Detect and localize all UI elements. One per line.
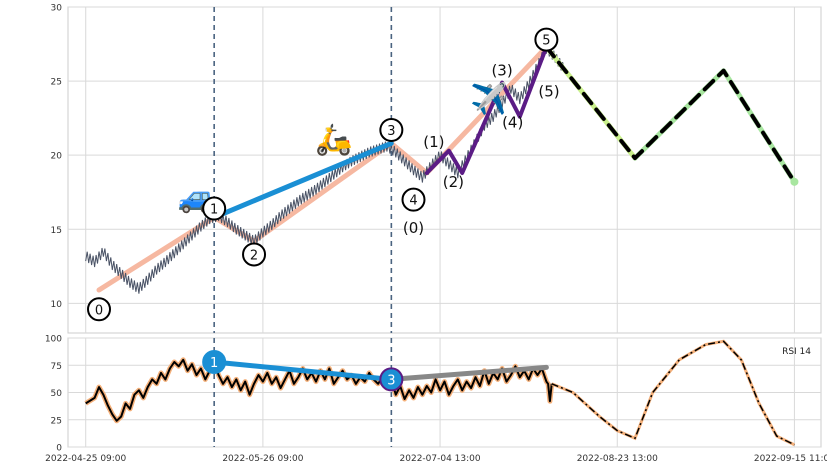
rsi-wave-line xyxy=(211,359,394,382)
y-tick-label: 75 xyxy=(51,362,62,372)
wave-label: (2) xyxy=(443,173,464,191)
wave-label-circle xyxy=(534,27,559,52)
wave-line xyxy=(424,45,549,175)
plot-area xyxy=(67,6,822,334)
rsi-panel: 0 25 50 75 100 1 3 RSI 14 2022-04-25 09:00 2022-0… xyxy=(45,335,827,465)
marker-icon: 🛵 xyxy=(315,122,352,157)
wave-label: 0 xyxy=(95,303,103,318)
x-tick-label: 2022-05-26 09:00 xyxy=(222,454,303,464)
y-tick-label: 25 xyxy=(51,416,62,426)
y-tick-label: 0 xyxy=(56,444,62,454)
wave-label-circle xyxy=(379,117,404,142)
wave-label: (3) xyxy=(491,62,512,80)
y-tick-label: 25 xyxy=(51,78,62,88)
rsi-projection-glow xyxy=(551,339,796,447)
y-tick-label: 10 xyxy=(51,300,63,310)
wave-label: 3 xyxy=(387,124,395,139)
wave-label: (1) xyxy=(423,133,444,151)
y-tick-label: 50 xyxy=(51,389,63,399)
rsi-line xyxy=(85,358,553,422)
x-tick-label: 2022-08-23 13:00 xyxy=(577,454,658,464)
wave-label: (5) xyxy=(538,82,559,100)
wave-label: 2 xyxy=(250,248,258,263)
wave-label-circle xyxy=(202,196,227,221)
wave-label-circle xyxy=(87,297,112,322)
wave-label: 4 xyxy=(409,194,417,209)
wave-label-circle xyxy=(401,187,426,212)
rsi-wave-label: 3 xyxy=(387,373,395,388)
wave-label: 1 xyxy=(210,203,218,218)
x-tick-label: 2022-09-15 11:00 xyxy=(754,454,827,464)
rsi-legend: RSI 14 xyxy=(782,347,811,357)
rsi-wave-line xyxy=(388,364,549,382)
wave-label: (4) xyxy=(502,114,523,132)
price-line xyxy=(85,44,565,294)
y-tick-label: 20 xyxy=(51,152,63,162)
projection-line xyxy=(544,45,797,184)
marker-icon: ✈️ xyxy=(470,80,507,117)
y-tick-label: 15 xyxy=(51,226,62,236)
rsi-wave-circle xyxy=(202,349,227,374)
rsi-wave-label: 1 xyxy=(210,356,218,371)
wave-label-circle xyxy=(242,242,267,267)
rsi-wave-circle xyxy=(379,367,404,392)
wave-line xyxy=(211,140,394,220)
y-tick-label: 100 xyxy=(45,335,62,345)
x-tick-label: 2022-04-25 09:00 xyxy=(45,454,126,464)
x-tick-label: 2022-07-04 13:00 xyxy=(400,454,481,464)
y-tick-label: 30 xyxy=(51,4,63,14)
wave-label: (0) xyxy=(403,219,424,237)
wave-label: 5 xyxy=(542,34,550,49)
projection-end-point xyxy=(790,177,799,186)
